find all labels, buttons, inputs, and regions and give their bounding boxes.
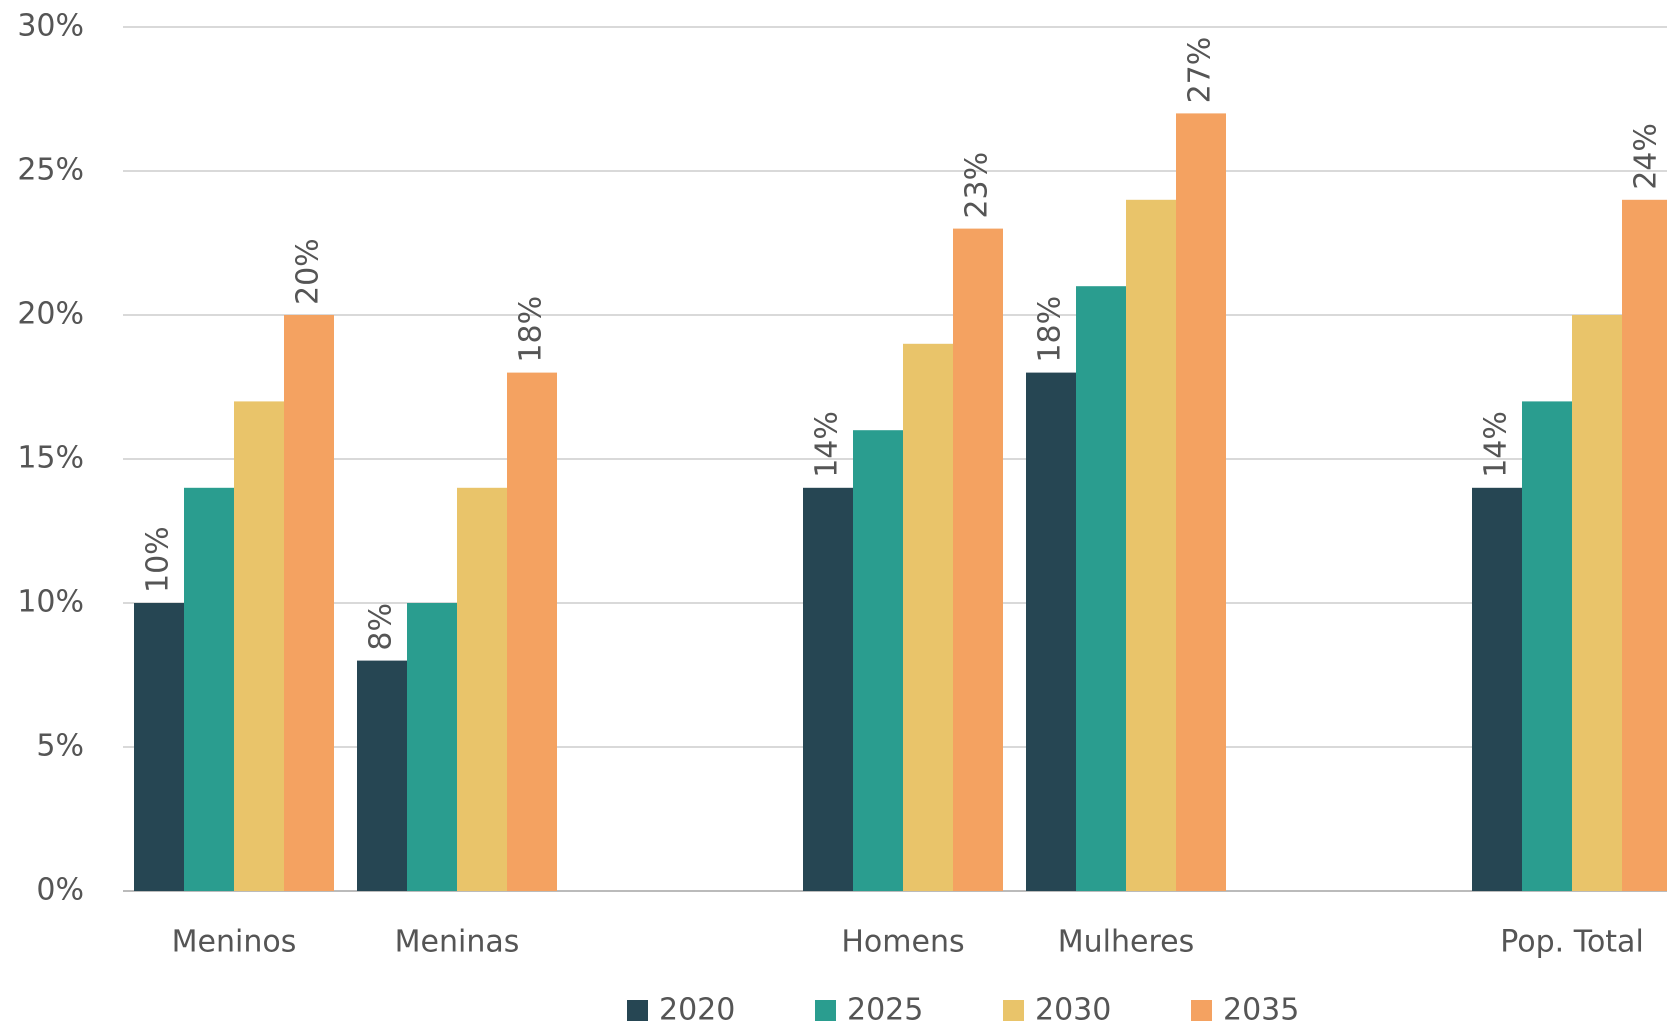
bar [1472, 487, 1522, 891]
bar [953, 228, 1003, 892]
y-tick-label: 15% [17, 441, 84, 476]
bar [803, 487, 853, 891]
y-tick-label: 0% [36, 873, 84, 908]
x-tick-label: Pop. Total [1500, 925, 1644, 960]
legend-label: 2035 [1223, 993, 1299, 1027]
bar [1572, 315, 1622, 891]
bar [407, 603, 457, 891]
bar [853, 430, 903, 891]
bar [903, 343, 953, 891]
y-tick-label: 25% [17, 153, 84, 188]
bar [457, 487, 507, 891]
bar [507, 372, 557, 892]
y-tick-label: 5% [36, 729, 84, 764]
data-label: 27% [1183, 37, 1218, 104]
x-tick-label: Meninas [395, 925, 520, 960]
legend-label: 2025 [847, 993, 923, 1027]
data-label: 10% [141, 526, 176, 593]
data-label: 23% [960, 152, 995, 219]
data-label: 18% [514, 296, 549, 363]
bar [1622, 199, 1667, 892]
legend-swatch [1003, 1000, 1024, 1021]
bar [1126, 199, 1176, 892]
bar [1076, 286, 1126, 891]
data-label: 14% [1479, 411, 1514, 478]
legend-swatch [627, 1000, 648, 1021]
legend-swatch [1191, 1000, 1212, 1021]
bar [234, 401, 284, 891]
bar [1026, 372, 1076, 892]
x-tick-label: Homens [841, 925, 964, 960]
data-label: 18% [1033, 296, 1068, 363]
y-tick-label: 20% [17, 297, 84, 332]
x-tick-label: Meninos [172, 925, 297, 960]
legend-label: 2030 [1035, 993, 1111, 1027]
bar [134, 603, 184, 891]
data-label: 24% [1629, 123, 1664, 190]
x-tick-label: Mulheres [1058, 925, 1194, 960]
bar [1522, 401, 1572, 891]
bar [184, 487, 234, 891]
bar [357, 660, 407, 891]
legend-swatch [815, 1000, 836, 1021]
data-label: 20% [291, 238, 326, 305]
data-label: 8% [364, 603, 399, 651]
bar [1176, 113, 1226, 891]
bar [284, 315, 334, 891]
data-label: 14% [810, 411, 845, 478]
legend-label: 2020 [659, 993, 735, 1027]
y-tick-label: 10% [17, 585, 84, 620]
y-tick-label: 30% [17, 9, 84, 44]
